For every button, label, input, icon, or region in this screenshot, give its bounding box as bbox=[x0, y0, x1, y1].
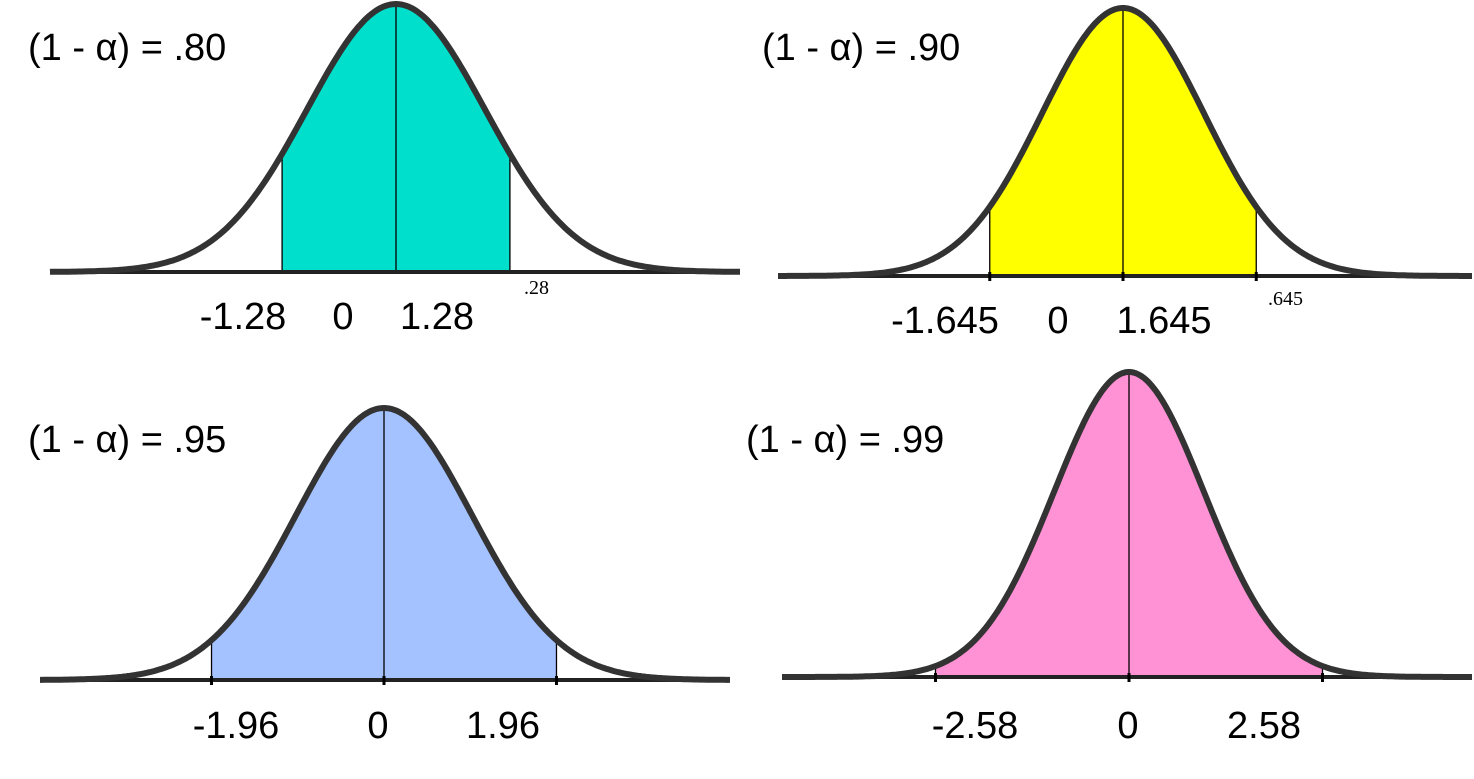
panel-p95: (1 - α) = .95 -1.96 0 1.96 bbox=[28, 405, 731, 747]
panel-p99: (1 - α) = .99 -2.58 0 2.58 bbox=[746, 369, 1473, 747]
tick-label-zero: 0 bbox=[1047, 300, 1068, 342]
panel-p80: (1 - α) = .80 -1.28 0 1.28 .28 bbox=[28, 1, 741, 338]
confidence-level-label: (1 - α) = .90 bbox=[762, 27, 960, 69]
confidence-level-label: (1 - α) = .80 bbox=[28, 27, 226, 69]
tick-label-zero: 0 bbox=[367, 705, 388, 747]
normal-curve bbox=[39, 405, 731, 683]
confidence-level-label: (1 - α) = .95 bbox=[28, 419, 226, 461]
tick-label-upper: 1.645 bbox=[1116, 300, 1211, 342]
normal-curve bbox=[777, 5, 1473, 279]
tick-label-lower: -1.645 bbox=[891, 300, 999, 342]
tick-label-upper: 1.28 bbox=[400, 296, 474, 338]
tick-label-zero: 0 bbox=[1117, 705, 1138, 747]
tick-label-zero: 0 bbox=[332, 296, 353, 338]
tick-label-upper: 2.58 bbox=[1227, 705, 1301, 747]
tick-label-lower: -2.58 bbox=[932, 705, 1019, 747]
normal-curve bbox=[49, 1, 741, 275]
tick-label-lower: -1.28 bbox=[200, 296, 287, 338]
normal-curve bbox=[781, 369, 1473, 680]
tick-label-upper: 1.96 bbox=[466, 705, 540, 747]
tick-label-lower: -1.96 bbox=[193, 705, 280, 747]
panel-p90: (1 - α) = .90 -1.645 0 1.645 .645 bbox=[762, 5, 1473, 342]
stray-value-label: .645 bbox=[1268, 288, 1303, 310]
confidence-level-label: (1 - α) = .99 bbox=[746, 419, 944, 461]
stray-value-label: .28 bbox=[524, 277, 549, 299]
